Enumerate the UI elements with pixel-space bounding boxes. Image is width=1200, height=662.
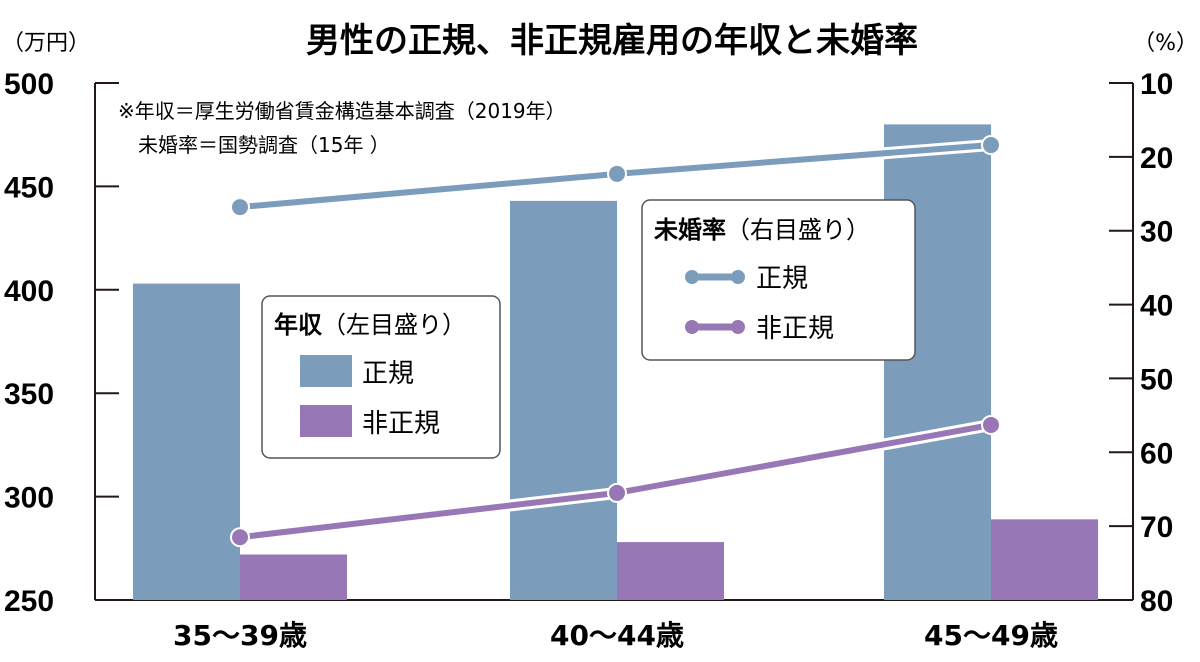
line-legend-swatch-nonregular [685,320,745,334]
bar-legend-label-regular: 正規 [362,359,414,389]
point-nonregular-2 [981,414,1001,435]
left-tick-label: 250 [4,585,54,618]
bar-legend-swatch-nonregular [300,405,352,437]
left-tick-label: 300 [4,482,54,515]
svg-text:未婚率（右目盛り）: 未婚率（右目盛り） [654,216,870,244]
bar-legend: 年収（左目盛り） 正規 非正規 [261,295,501,459]
right-tick-label: 40 [1140,290,1173,323]
line-legend-label-nonregular: 非正規 [756,314,834,344]
line-legend-swatch-regular [685,270,745,284]
left-tick-label: 350 [4,378,54,411]
right-tick-label: 50 [1140,363,1173,396]
point-nonregular-1 [607,482,627,503]
x-category-label: 45～49歳 [924,619,1058,652]
bar-nonregular-0 [240,554,347,600]
point-regular-2 [981,135,1001,156]
left-tick-label: 450 [4,171,54,204]
bar-legend-label-nonregular: 非正規 [362,409,440,439]
svg-text:年収（左目盛り）: 年収（左目盛り） [274,311,466,339]
left-tick-label: 400 [4,275,54,308]
bar-legend-title: 年収 [274,311,323,339]
bar-nonregular-2 [991,519,1098,600]
bar-legend-subtitle: （左目盛り） [322,311,466,339]
point-nonregular-0 [230,527,250,548]
note-line-2: 未婚率＝国勢調査（15年 ） [138,133,390,157]
bar-regular-0 [133,283,240,600]
right-tick-label: 80 [1140,585,1173,618]
bar-nonregular-1 [617,542,724,600]
right-axis-unit: （%） [1133,31,1198,56]
point-regular-0 [230,197,250,218]
x-category-label: 40～44歳 [550,619,684,652]
line-legend: 未婚率（右目盛り） 正規 非正規 [641,199,916,361]
chart-title: 男性の正規、非正規雇用の年収と未婚率 [306,21,918,61]
point-regular-1 [607,163,627,184]
right-tick-label: 20 [1140,142,1173,175]
right-tick-label: 70 [1140,511,1173,544]
line-legend-subtitle: （右目盛り） [726,216,870,244]
right-tick-label: 10 [1140,68,1173,101]
bar-regular-1 [510,200,617,600]
note-line-1: ※年収＝厚生労働省賃金構造基本調査（2019年） [118,99,566,123]
right-tick-label: 60 [1140,437,1173,470]
bar-regular-2 [884,124,991,601]
x-category-label: 35～39歳 [173,619,307,652]
line-legend-label-regular: 正規 [756,264,808,294]
bar-legend-swatch-regular [300,355,352,387]
right-tick-label: 30 [1140,216,1173,249]
line-legend-title: 未婚率 [654,216,726,244]
left-axis-unit: （万円） [2,31,90,56]
left-tick-label: 500 [4,68,54,101]
